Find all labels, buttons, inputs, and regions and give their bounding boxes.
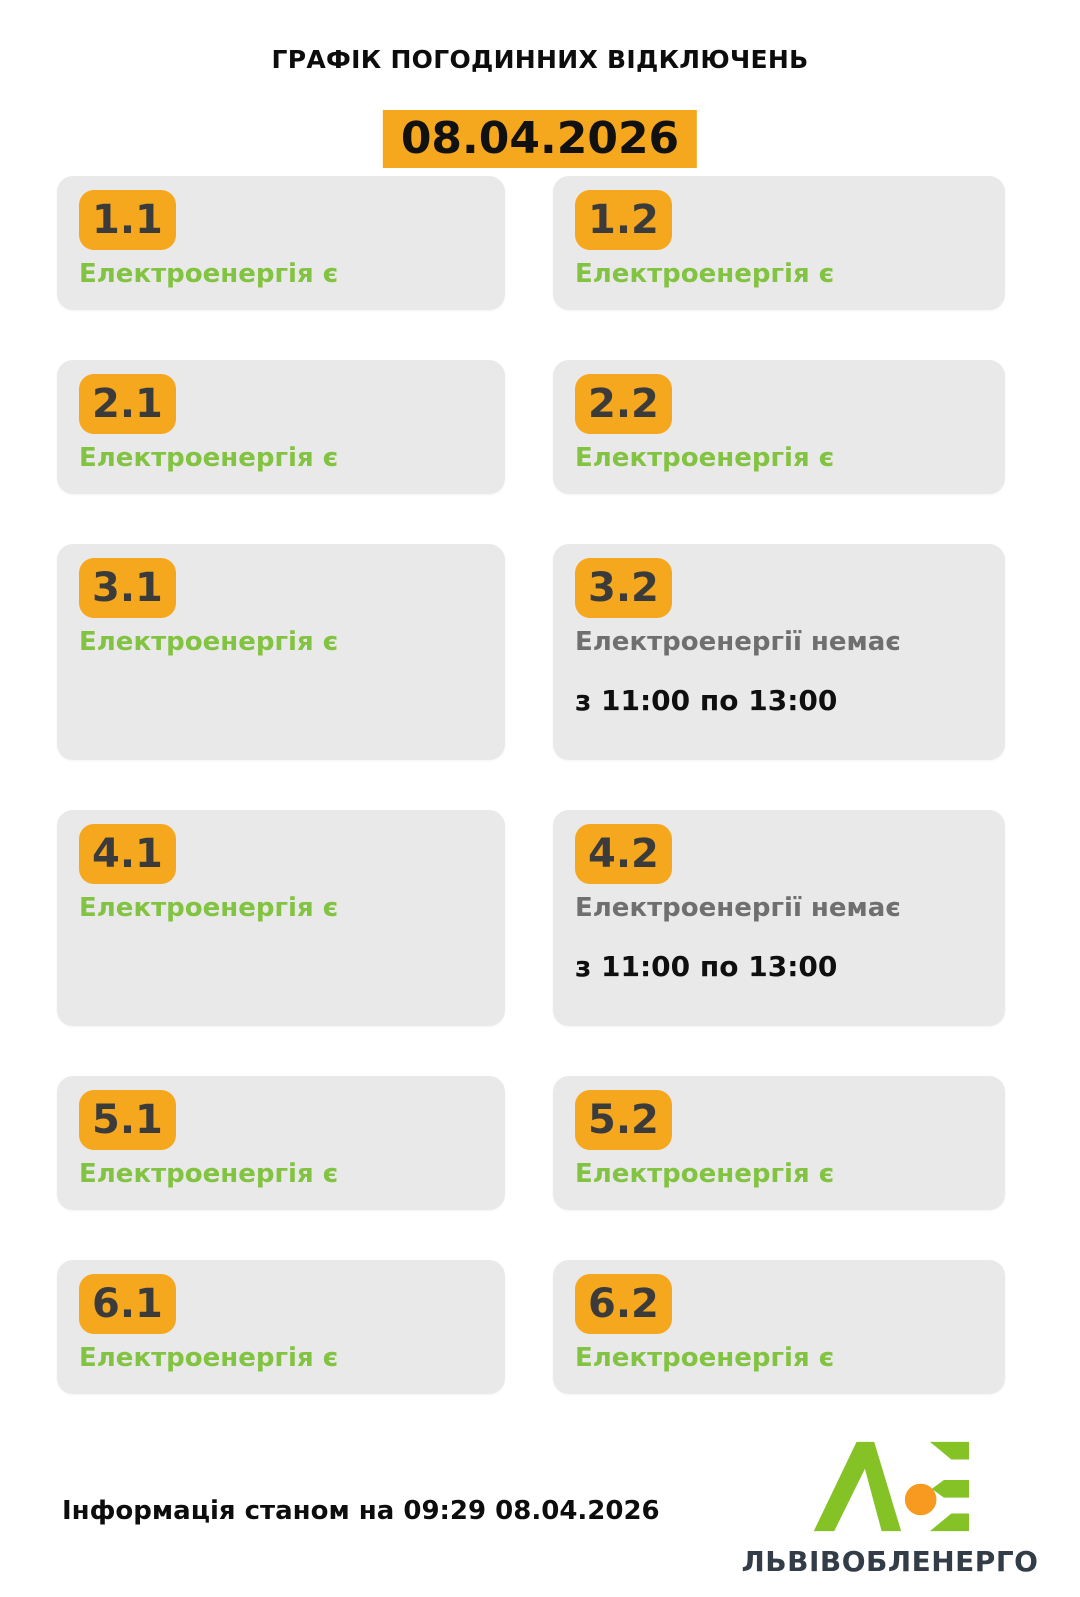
- outage-card: 4.1 Електроенергія є: [57, 810, 505, 1026]
- power-status-text: Електроенергія є: [575, 1343, 835, 1373]
- outage-card: 6.1 Електроенергія є: [57, 1260, 505, 1394]
- logo-e-bottom-bar: [929, 1513, 969, 1532]
- group-badge: 5.1: [79, 1090, 176, 1150]
- group-badge: 5.2: [575, 1090, 672, 1150]
- outage-card: 2.2 Електроенергія є: [553, 360, 1005, 494]
- group-badge: 6.2: [575, 1274, 672, 1334]
- power-status-text: Електроенергія є: [575, 259, 835, 289]
- outage-cards-grid: 1.1 Електроенергія є 1.2 Електроенергія є 2.…: [57, 176, 1005, 1394]
- group-badge: 2.1: [79, 374, 176, 434]
- logo-e-mid-bar: [931, 1479, 969, 1498]
- logo-lambda-shape: [813, 1441, 902, 1532]
- group-badge: 1.1: [79, 190, 176, 250]
- group-badge: 1.2: [575, 190, 672, 250]
- page-title: ГРАФІК ПОГОДИННИХ ВІДКЛЮЧЕНЬ: [271, 45, 809, 74]
- group-badge: 4.2: [575, 824, 672, 884]
- lvivoblenergo-logo-icon: [813, 1441, 969, 1532]
- company-logo: ЛЬВІВОБЛЕНЕРГО: [740, 1440, 1040, 1579]
- date-badge: 08.04.2026: [382, 110, 698, 168]
- info-timestamp: Інформація станом на 09:29 08.04.2026: [62, 1496, 660, 1526]
- logo-dot-icon: [904, 1483, 937, 1516]
- power-status-text: Електроенергія є: [79, 1159, 339, 1189]
- outage-card: 5.2 Електроенергія є: [553, 1076, 1005, 1210]
- outage-card: 3.2 Електроенергії немає з 11:00 по 13:00: [553, 544, 1005, 760]
- power-status-text: Електроенергія є: [575, 443, 835, 473]
- power-status-text: Електроенергія є: [575, 1159, 835, 1189]
- company-wordmark: ЛЬВІВОБЛЕНЕРГО: [741, 1545, 1039, 1578]
- group-badge: 2.2: [575, 374, 672, 434]
- outage-time-text: з 11:00 по 13:00: [575, 950, 838, 984]
- outage-card: 1.1 Електроенергія є: [57, 176, 505, 310]
- outage-card: 2.1 Електроенергія є: [57, 360, 505, 494]
- outage-card: 3.1 Електроенергія є: [57, 544, 505, 760]
- power-status-text: Електроенергія є: [79, 1343, 339, 1373]
- logo-e-top-bar: [929, 1441, 969, 1460]
- power-status-text: Електроенергія є: [79, 893, 339, 923]
- outage-card: 1.2 Електроенергія є: [553, 176, 1005, 310]
- power-status-text: Електроенергії немає: [575, 627, 901, 657]
- outage-card: 5.1 Електроенергія є: [57, 1076, 505, 1210]
- outage-card: 4.2 Електроенергії немає з 11:00 по 13:00: [553, 810, 1005, 1026]
- group-badge: 3.2: [575, 558, 672, 618]
- outage-time-text: з 11:00 по 13:00: [575, 684, 838, 718]
- outage-card: 6.2 Електроенергія є: [553, 1260, 1005, 1394]
- power-status-text: Електроенергія є: [79, 443, 339, 473]
- group-badge: 4.1: [79, 824, 176, 884]
- power-status-text: Електроенергія є: [79, 627, 339, 657]
- group-badge: 6.1: [79, 1274, 176, 1334]
- power-status-text: Електроенергія є: [79, 259, 339, 289]
- group-badge: 3.1: [79, 558, 176, 618]
- power-status-text: Електроенергії немає: [575, 893, 901, 923]
